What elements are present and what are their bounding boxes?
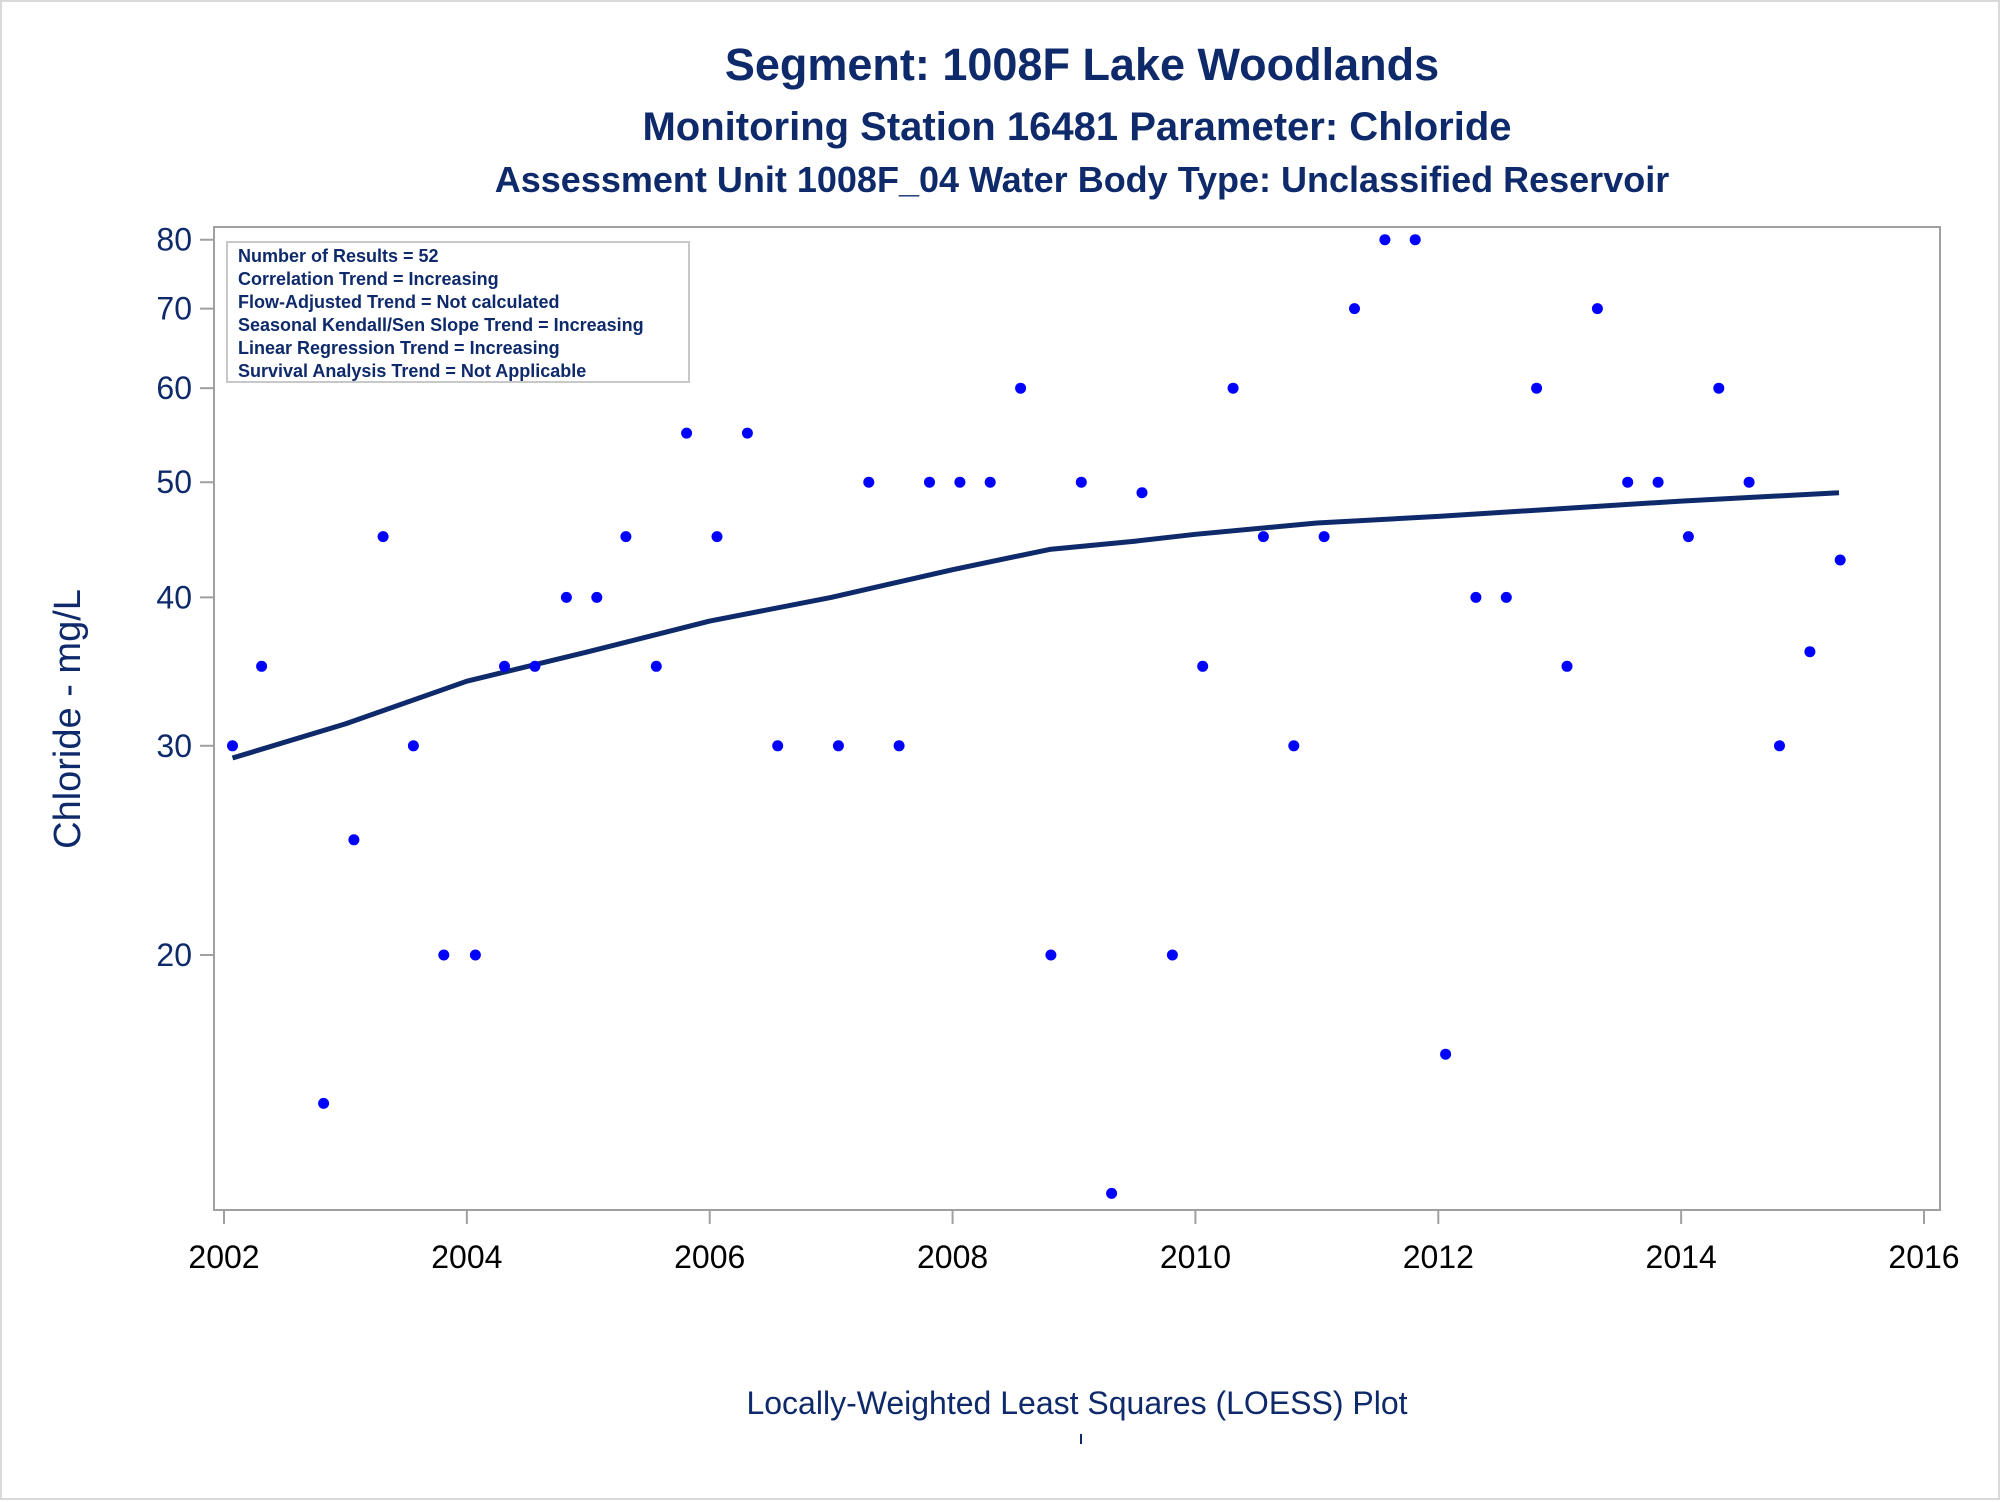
loess-line-layer bbox=[231, 490, 1840, 761]
stats-line-linear-regression: Linear Regression Trend = Increasing bbox=[238, 338, 560, 358]
data-point bbox=[1561, 660, 1573, 672]
data-point bbox=[377, 531, 389, 543]
x-axis: 2002 2004 2006 2008 2010 2012 2014 2016 bbox=[188, 1210, 1960, 1275]
data-point bbox=[407, 740, 419, 752]
x-tick-label: 2002 bbox=[188, 1239, 259, 1275]
data-point bbox=[529, 660, 541, 672]
data-point bbox=[1440, 1048, 1452, 1060]
data-point bbox=[1197, 660, 1209, 672]
x-tick-label: 2016 bbox=[1888, 1239, 1959, 1275]
data-point bbox=[438, 949, 450, 961]
data-point bbox=[741, 427, 753, 439]
y-axis-label: Chloride - mg/L bbox=[47, 589, 89, 849]
data-point bbox=[650, 660, 662, 672]
data-point bbox=[591, 591, 603, 603]
plot-area bbox=[213, 226, 1941, 1211]
data-point bbox=[772, 740, 784, 752]
y-tick-label: 40 bbox=[156, 579, 192, 615]
data-point bbox=[1318, 531, 1330, 543]
stats-box-border bbox=[226, 241, 690, 383]
data-point bbox=[1106, 1187, 1118, 1199]
y-tick-label: 20 bbox=[156, 937, 192, 973]
y-tick-label: 50 bbox=[156, 464, 192, 500]
data-point bbox=[1774, 740, 1785, 752]
data-point bbox=[984, 476, 996, 488]
data-point bbox=[681, 427, 693, 439]
y-tick-label: 80 bbox=[156, 222, 192, 258]
x-tick-label: 2004 bbox=[431, 1239, 502, 1275]
stats-line-correlation: Correlation Trend = Increasing bbox=[238, 269, 499, 289]
data-point bbox=[469, 949, 481, 961]
data-point bbox=[1652, 476, 1664, 488]
chart-subtitle: Monitoring Station 16481 Parameter: Chlo… bbox=[642, 105, 1511, 149]
data-point bbox=[711, 531, 723, 543]
footnote: Locally-Weighted Least Squares (LOESS) P… bbox=[746, 1385, 1407, 1421]
x-tick-label: 2006 bbox=[674, 1239, 745, 1275]
data-point bbox=[1257, 531, 1269, 543]
data-point bbox=[318, 1097, 330, 1109]
x-tick-label: 2008 bbox=[917, 1239, 988, 1275]
data-point bbox=[893, 740, 905, 752]
chart-title: Segment: 1008F Lake Woodlands bbox=[725, 39, 1439, 90]
data-point bbox=[1834, 554, 1846, 566]
data-point bbox=[1227, 382, 1239, 394]
data-point bbox=[1743, 476, 1755, 488]
data-point bbox=[227, 740, 238, 752]
data-point bbox=[1531, 382, 1543, 394]
data-point bbox=[1500, 591, 1512, 603]
data-point bbox=[832, 740, 844, 752]
data-point bbox=[1591, 303, 1603, 315]
loess-line bbox=[231, 490, 1840, 761]
data-point bbox=[1075, 476, 1087, 488]
data-point bbox=[954, 476, 966, 488]
data-point bbox=[620, 531, 632, 543]
chart-subtitle-2: Assessment Unit 1008F_04 Water Body Type… bbox=[495, 159, 1669, 200]
data-point bbox=[256, 660, 268, 672]
stats-line-results: Number of Results = 52 bbox=[238, 246, 439, 266]
x-tick-label: 2014 bbox=[1646, 1239, 1717, 1275]
stats-line-seasonal-kendall: Seasonal Kendall/Sen Slope Trend = Incre… bbox=[238, 315, 644, 335]
data-point bbox=[1682, 531, 1694, 543]
y-tick-label: 30 bbox=[156, 728, 192, 764]
data-point bbox=[863, 476, 875, 488]
data-point bbox=[1288, 740, 1300, 752]
data-point bbox=[1015, 382, 1027, 394]
stats-line-flow-adjusted: Flow-Adjusted Trend = Not calculated bbox=[238, 292, 560, 312]
data-point bbox=[1166, 949, 1178, 961]
data-point bbox=[1804, 646, 1816, 658]
data-points-layer bbox=[227, 234, 1846, 1199]
data-point bbox=[1622, 476, 1634, 488]
data-point bbox=[1409, 234, 1421, 246]
data-point bbox=[1470, 591, 1482, 603]
data-point bbox=[924, 476, 935, 488]
data-point bbox=[1045, 949, 1057, 961]
y-tick-label: 60 bbox=[156, 370, 192, 406]
data-point bbox=[1136, 487, 1148, 499]
x-tick-label: 2010 bbox=[1160, 1239, 1231, 1275]
data-point bbox=[1379, 234, 1391, 246]
data-point bbox=[560, 591, 572, 603]
footnote-mark bbox=[1080, 1434, 1082, 1444]
data-point bbox=[1349, 303, 1360, 315]
stats-box: Number of Results = 52 Correlation Trend… bbox=[226, 241, 690, 383]
data-point bbox=[1713, 382, 1725, 394]
y-tick-label: 70 bbox=[156, 291, 192, 327]
x-tick-label: 2012 bbox=[1403, 1239, 1474, 1275]
data-point bbox=[499, 660, 510, 672]
data-point bbox=[348, 834, 360, 846]
y-axis: 20 30 40 50 60 70 80 bbox=[156, 222, 214, 973]
stats-line-survival: Survival Analysis Trend = Not Applicable bbox=[238, 361, 586, 381]
